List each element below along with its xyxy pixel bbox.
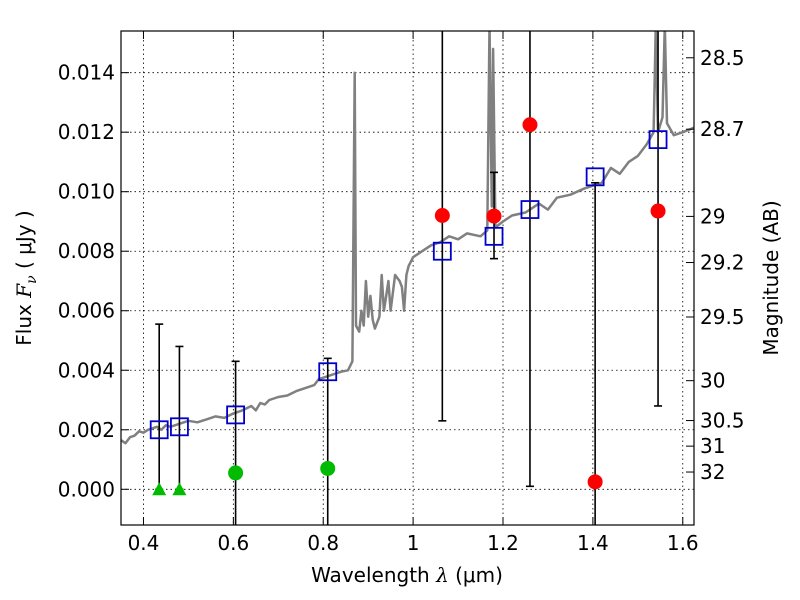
- y-tick-label: 0.008: [58, 239, 115, 263]
- y-tick-label: 0.000: [58, 477, 115, 501]
- x-tick-label: 0.8: [307, 531, 339, 555]
- photometry-box: [585, 167, 605, 187]
- x-tick-label: 0.4: [128, 531, 160, 555]
- y2-tick-label: 30: [700, 369, 725, 393]
- green-circle-marker: [320, 460, 336, 476]
- y-tick-label: 0.014: [58, 61, 115, 85]
- red-circle-marker: [587, 474, 603, 490]
- y2-axis-title: Magnitude (AB): [759, 200, 783, 355]
- model-spectrum-line: [121, 31, 694, 445]
- plot-frame: [120, 30, 695, 526]
- photometry-box: [520, 200, 540, 219]
- photometry-box: [318, 362, 338, 382]
- y2-tick-label: 29: [700, 204, 725, 228]
- y2-tick-label: 31: [700, 434, 725, 458]
- x-tick-label: 1: [407, 531, 420, 555]
- axis-ticks: 0.4 0.6 0.8 1 1.2 1.4 1.6 0.000 0.002 0.004 0.006 0…: [58, 31, 745, 555]
- x-tick-label: 1.4: [577, 531, 609, 555]
- photometry-box: [170, 417, 189, 437]
- photometry-box: [149, 420, 169, 440]
- green-triangle-marker: [152, 482, 167, 496]
- x-tick-label: 1.2: [487, 531, 519, 555]
- y-tick-label: 0.004: [58, 358, 115, 382]
- photometry-box: [484, 226, 504, 246]
- photometry-box: [432, 241, 452, 261]
- y-tick-label: 0.010: [58, 180, 115, 204]
- y2-tick-label: 28.5: [700, 46, 745, 70]
- x-tick-label: 0.6: [217, 531, 249, 555]
- plot-area: [121, 31, 694, 525]
- y2-tick-label: 30.5: [700, 409, 745, 433]
- grid: [121, 31, 694, 525]
- photometry-box: [226, 405, 246, 425]
- y2-tick-label: 32: [700, 460, 725, 484]
- y-tick-label: 0.006: [58, 299, 115, 323]
- red-circle-marker: [522, 117, 538, 133]
- y-axis-title: Flux Fν ( μJy ): [12, 210, 40, 345]
- red-circle-marker: [434, 208, 450, 224]
- y2-tick-label: 29.5: [700, 305, 745, 329]
- x-axis-title: Wavelength λ (μm): [311, 563, 503, 587]
- red-circle-marker: [650, 203, 666, 219]
- y-tick-label: 0.002: [58, 418, 115, 442]
- green-circle-marker: [228, 465, 244, 481]
- x-tick-label: 1.6: [667, 531, 699, 555]
- red-circle-marker: [486, 208, 502, 224]
- y2-tick-label: 28.7: [700, 117, 745, 141]
- y2-tick-label: 29.2: [700, 251, 745, 275]
- green-triangle-marker: [172, 482, 187, 496]
- photometry-box: [648, 130, 668, 150]
- y-tick-label: 0.012: [58, 120, 115, 144]
